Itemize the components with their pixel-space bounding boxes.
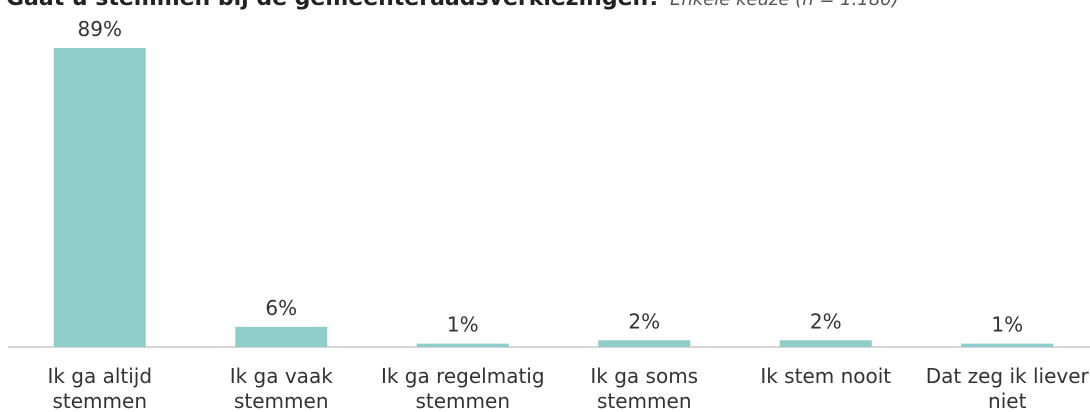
bar bbox=[416, 343, 509, 347]
category-label: Ik ga altijd bbox=[47, 364, 152, 388]
category-label: Ik stem nooit bbox=[760, 364, 891, 388]
data-label: 1% bbox=[447, 313, 479, 337]
category-label: Dat zeg ik liever bbox=[926, 364, 1090, 388]
chart-title: Gaat u stemmen bij de gemeenteraadsverki… bbox=[6, 0, 899, 11]
category-label: niet bbox=[988, 389, 1027, 412]
category-label: Ik ga vaak bbox=[230, 364, 333, 388]
category-label: Ik ga regelmatig bbox=[381, 364, 545, 388]
bar bbox=[961, 343, 1054, 347]
data-label: 1% bbox=[991, 313, 1023, 337]
chart-title-subtitle: Enkele keuze (n = 1.180) bbox=[670, 0, 899, 10]
data-label: 2% bbox=[628, 309, 660, 333]
data-label: 6% bbox=[265, 296, 297, 320]
bar bbox=[235, 326, 328, 347]
chart-title-main: Gaat u stemmen bij de gemeenteraadsverki… bbox=[6, 0, 661, 11]
bar bbox=[598, 340, 691, 347]
category-label: Ik ga soms bbox=[590, 364, 698, 388]
data-label: 2% bbox=[810, 309, 842, 333]
category-label: stemmen bbox=[234, 389, 329, 412]
data-label: 89% bbox=[78, 17, 122, 41]
category-label: stemmen bbox=[415, 389, 510, 412]
category-label: stemmen bbox=[597, 389, 692, 412]
bar bbox=[53, 48, 146, 347]
category-label: stemmen bbox=[52, 389, 147, 412]
bar bbox=[779, 340, 872, 347]
